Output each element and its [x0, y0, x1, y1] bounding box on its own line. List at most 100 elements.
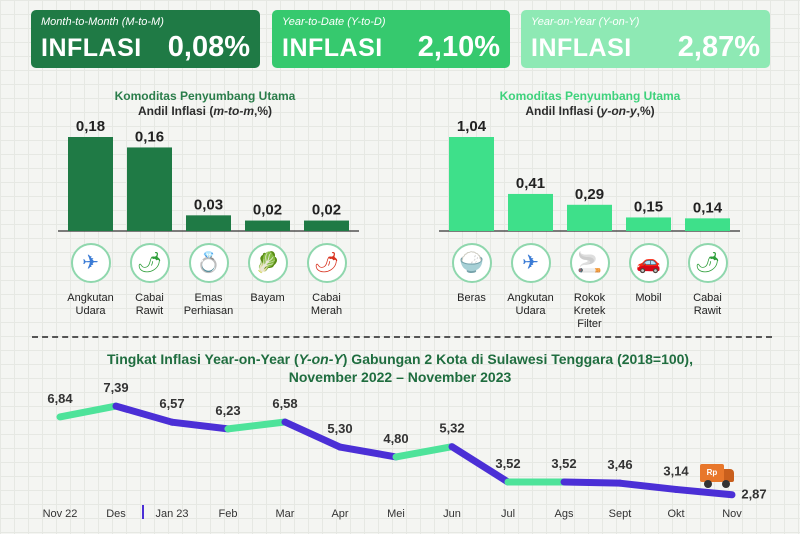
- x-tick-label: Mar: [276, 508, 295, 520]
- line-segment: [56, 402, 120, 421]
- line-value-label: 5,32: [439, 421, 464, 436]
- bar: [245, 220, 290, 231]
- x-tick-label: Mei: [387, 508, 405, 520]
- line-segment: [112, 402, 176, 426]
- x-tick-label: Des: [106, 508, 126, 520]
- bar-value-label: 0,16: [135, 128, 164, 145]
- line-value-label: 3,52: [495, 456, 520, 471]
- mtm-subtitle-line2: Andil Inflasi (m-to-m,%): [137, 104, 272, 118]
- yoy-subtitle: Komoditas Penyumbang Utama Andil Inflasi…: [420, 89, 760, 119]
- kpi-month-to-month: Month-to-Month (M-to-M) INFLASI 0,08%: [31, 10, 260, 68]
- line-segment: [560, 478, 624, 487]
- bar-value-label: 0,15: [634, 198, 663, 215]
- x-tick-label: Jan 23: [155, 508, 188, 520]
- line-value-label: 3,14: [663, 463, 689, 478]
- airplane-icon: ✈: [510, 243, 551, 283]
- line-value-label: 3,46: [607, 457, 632, 472]
- line-segment: [168, 418, 232, 433]
- x-tick-label: Nov: [722, 508, 742, 520]
- red-chili-icon: 🌶: [306, 243, 347, 283]
- bar-value-label: 1,04: [457, 118, 487, 135]
- line-value-label: 6,23: [215, 403, 240, 418]
- kpi-value: 0,08%: [167, 31, 250, 63]
- section-divider: [32, 336, 772, 338]
- bar-value-label: 0,29: [575, 186, 604, 203]
- bar-category-label: Bayam: [250, 292, 285, 304]
- cigarette-pack-icon: 🚬: [569, 243, 610, 283]
- rice-bowl-icon: 🍚: [451, 243, 492, 283]
- bar-value-label: 0,03: [194, 196, 223, 213]
- line-value-label: 4,80: [383, 431, 408, 446]
- line-value-label: 6,84: [47, 391, 73, 406]
- line-segment: [281, 418, 344, 451]
- bar-category-label: Mobil: [635, 292, 662, 304]
- bar-value-label: 0,18: [76, 118, 105, 135]
- kpi-year-to-date: Year-to-Date (Y-to-D) INFLASI 2,10%: [272, 10, 510, 68]
- yoy-subtitle-line1: Komoditas Penyumbang Utama: [499, 89, 681, 103]
- kpi-caption: Year-to-Date (Y-to-D): [282, 16, 386, 28]
- chili-icon: 🌶: [687, 243, 728, 283]
- mtm-subtitle: Komoditas Penyumbang Utama Andil Inflasi…: [40, 89, 370, 119]
- kpi-word: INFLASI: [282, 34, 383, 62]
- line-segment: [616, 479, 680, 493]
- yoy-subtitle-line2: Andil Inflasi (y-on-y,%): [525, 104, 655, 118]
- line-value-label: 2,87: [741, 487, 766, 502]
- bar: [508, 193, 553, 231]
- line-value-label: 6,57: [159, 396, 184, 411]
- chili-icon: 🌶: [129, 243, 170, 283]
- x-tick-label: Feb: [219, 508, 238, 520]
- x-tick-label: Nov 22: [43, 508, 78, 520]
- kpi-word: INFLASI: [41, 34, 142, 62]
- kpi-year-on-year: Year-on-Year (Y-on-Y) INFLASI 2,87%: [521, 10, 770, 68]
- kpi-caption: Month-to-Month (M-to-M): [41, 16, 164, 28]
- kpi-value: 2,10%: [417, 31, 500, 63]
- bar-category-label: Cabai Rawit: [693, 292, 722, 317]
- kpi-value: 2,87%: [677, 31, 760, 63]
- car-icon: 🚗: [628, 243, 669, 283]
- bar-category-label: Emas Perhiasan: [183, 292, 234, 317]
- line-segment: [448, 443, 512, 486]
- x-tick-label: Okt: [667, 508, 684, 520]
- x-tick-label: Jul: [501, 508, 515, 520]
- x-tick-label: Jun: [443, 508, 461, 520]
- bar: [186, 215, 231, 231]
- bar-value-label: 0,14: [693, 199, 723, 216]
- line-segment: [392, 443, 456, 461]
- x-tick-label: Ags: [555, 508, 574, 520]
- x-tick-label: Sept: [609, 508, 632, 520]
- truck-label: Rp: [700, 464, 724, 482]
- truck-icon: Rp: [700, 464, 734, 488]
- bar-category-label: Angkutan Udara: [507, 292, 554, 317]
- bar: [449, 137, 494, 231]
- bar: [68, 137, 113, 231]
- bar: [567, 204, 612, 231]
- bar: [626, 217, 671, 231]
- line-chart-title-line2: November 2022 – November 2023: [288, 369, 512, 385]
- x-tick-label: Apr: [331, 508, 348, 520]
- bar-category-label: Cabai Rawit: [135, 292, 164, 317]
- line-value-label: 3,52: [551, 456, 576, 471]
- bar-category-label: Beras: [457, 292, 486, 304]
- bar: [304, 220, 349, 231]
- bar-category-label: Angkutan Udara: [67, 292, 114, 317]
- line-value-label: 7,39: [103, 380, 128, 395]
- spinach-icon: 🥬: [247, 243, 288, 283]
- line-segment: [672, 485, 736, 499]
- line-chart-title-line1: Tingkat Inflasi Year-on-Year (Y-on-Y) Ga…: [107, 351, 693, 367]
- line-segment: [224, 418, 289, 433]
- line-segment: [336, 443, 400, 461]
- bar-value-label: 0,02: [312, 202, 341, 219]
- mtm-subtitle-line1: Komoditas Penyumbang Utama: [114, 89, 296, 103]
- jewelry-icon: 💍: [188, 243, 229, 283]
- kpi-word: INFLASI: [531, 34, 632, 62]
- bar-category-label: Rokok Kretek Filter: [573, 292, 606, 330]
- line-chart-title: Tingkat Inflasi Year-on-Year (Y-on-Y) Ga…: [0, 350, 800, 386]
- line-value-label: 5,30: [327, 421, 352, 436]
- bar: [685, 218, 730, 231]
- kpi-caption: Year-on-Year (Y-on-Y): [531, 16, 640, 28]
- line-value-label: 6,58: [272, 396, 297, 411]
- bar-value-label: 0,41: [516, 175, 545, 192]
- bar: [127, 147, 172, 231]
- bar-category-label: Cabai Merah: [310, 292, 343, 317]
